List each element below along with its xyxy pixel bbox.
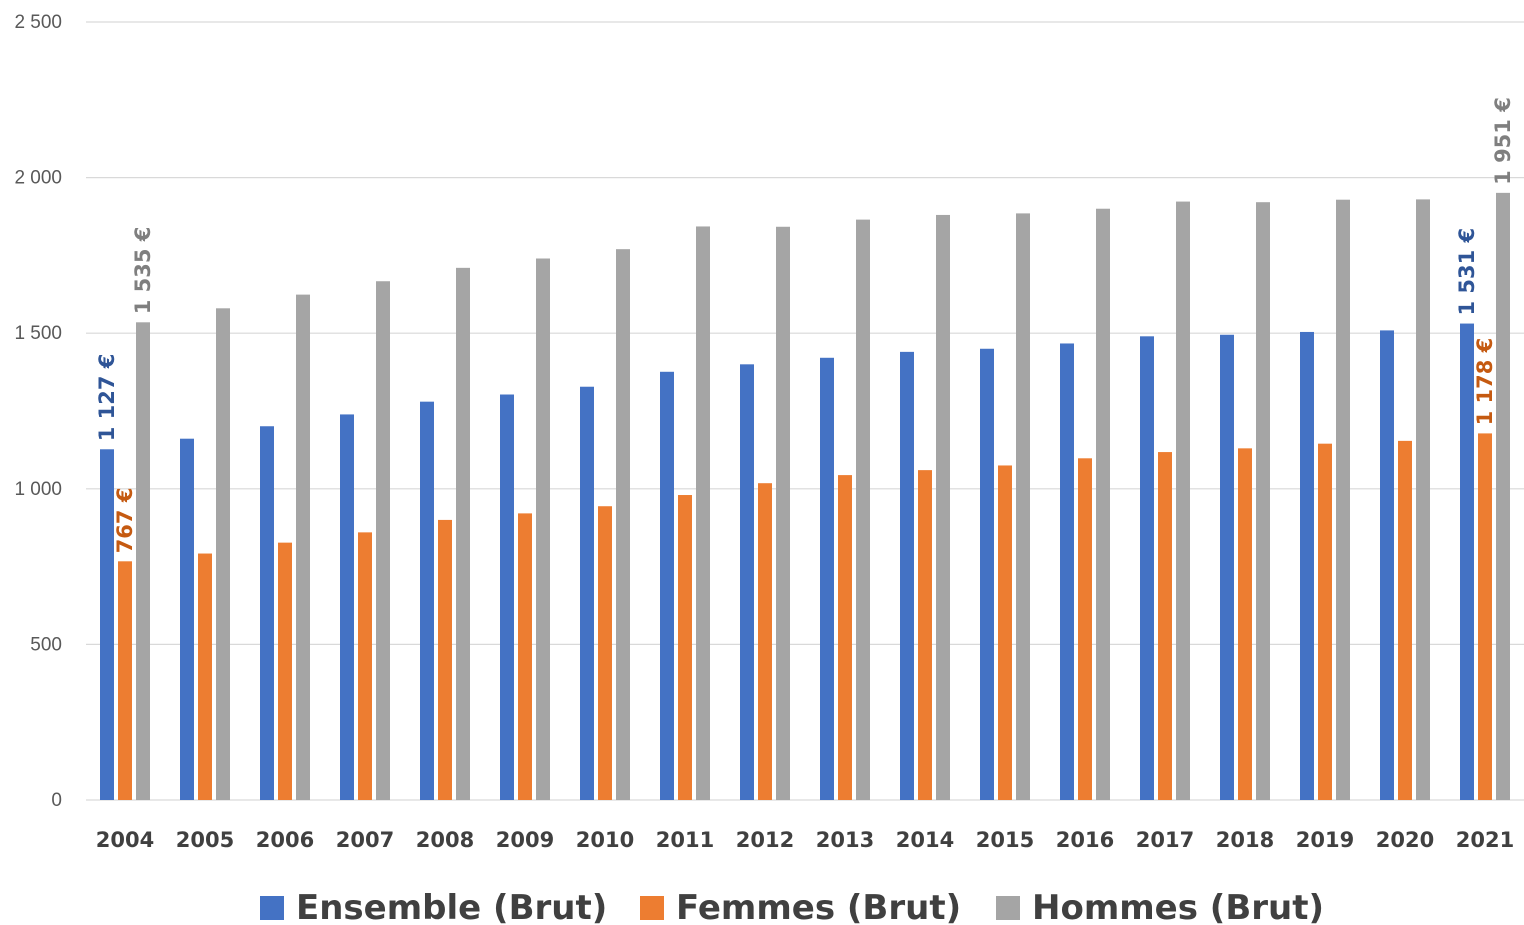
bar: [1078, 458, 1092, 800]
x-tick-label: 2016: [1056, 828, 1114, 852]
bar: [616, 249, 630, 800]
bar: [1158, 452, 1172, 800]
x-tick-label: 2007: [336, 828, 394, 852]
legend: Ensemble (Brut) Femmes (Brut) Hommes (Brut…: [260, 888, 1324, 925]
bar: [1398, 440, 1412, 800]
bar: [1460, 323, 1474, 800]
bar: [598, 506, 612, 800]
bar: [1496, 192, 1510, 800]
x-tick-label: 2018: [1216, 828, 1274, 852]
bar: [1416, 199, 1430, 800]
x-tick-label: 2019: [1296, 828, 1354, 852]
y-axis: 0 500 1 000 1 500 2 000 2 500: [14, 12, 62, 811]
data-label: 1 951 €: [1491, 97, 1515, 185]
data-label: 767 €: [113, 488, 137, 554]
bar: [1016, 213, 1030, 800]
y-tick-label: 2 000: [14, 168, 62, 189]
y-tick-label: 2 500: [14, 12, 62, 33]
bar: [1060, 343, 1074, 800]
x-tick-label: 2009: [496, 828, 554, 852]
bar: [278, 542, 292, 800]
bar: [536, 258, 550, 801]
legend-swatch: [996, 896, 1020, 920]
bar: [1336, 199, 1350, 801]
legend-label: Ensemble (Brut): [296, 888, 607, 925]
x-tick-label: 2015: [976, 828, 1034, 852]
bar: [376, 281, 390, 800]
bar: [1318, 443, 1332, 800]
x-tick-label: 2010: [576, 828, 634, 852]
data-label: 1 127 €: [95, 354, 119, 442]
bar: [820, 357, 834, 800]
x-tick-label: 2021: [1456, 828, 1514, 852]
x-tick-label: 2014: [896, 828, 954, 852]
bar: [296, 294, 310, 800]
legend-label: Femmes (Brut): [676, 888, 961, 925]
legend-label: Hommes (Brut): [1032, 888, 1324, 925]
bar: [136, 322, 150, 800]
bar: [358, 532, 372, 800]
bar: [856, 219, 870, 800]
bar: [340, 414, 354, 800]
bar: [678, 495, 692, 800]
x-tick-label: 2013: [816, 828, 874, 852]
bar: [776, 226, 790, 800]
data-label: 1 535 €: [131, 227, 155, 315]
bar: [1380, 330, 1394, 800]
bar: [1478, 433, 1492, 800]
bar: [918, 470, 932, 800]
bar: [1238, 448, 1252, 800]
y-tick-label: 500: [30, 634, 62, 655]
y-tick-label: 0: [51, 790, 62, 811]
bar: [980, 348, 994, 800]
x-tick-label: 2008: [416, 828, 474, 852]
legend-swatch: [260, 896, 284, 920]
bar: [118, 561, 132, 800]
bar: [456, 267, 470, 800]
bars: [100, 192, 1510, 801]
data-label: 1 178 €: [1473, 338, 1497, 426]
bar: [936, 214, 950, 801]
data-label: 1 531 €: [1455, 228, 1479, 316]
data-labels: 1 127 € 767 € 1 535 € 1 531 € 1 178 € 1 951 €: [95, 97, 1515, 553]
bar: [180, 438, 194, 800]
bar: [438, 519, 452, 800]
bar: [660, 371, 674, 800]
bar: [696, 226, 710, 801]
bar: [420, 401, 434, 800]
x-tick-label: 2006: [256, 828, 314, 852]
bar: [998, 465, 1012, 800]
bar: [1220, 334, 1234, 800]
x-tick-label: 2017: [1136, 828, 1194, 852]
legend-swatch: [640, 896, 664, 920]
x-tick-label: 2004: [96, 828, 154, 852]
y-tick-label: 1 000: [14, 479, 62, 500]
bar: [580, 386, 594, 800]
x-tick-label: 2005: [176, 828, 234, 852]
bar: [1256, 202, 1270, 800]
bar: [838, 475, 852, 800]
x-axis: 2004 2005 2006 2007 2008 2009 2010 2011 2012 2013…: [96, 828, 1514, 852]
x-tick-label: 2020: [1376, 828, 1434, 852]
bar: [216, 308, 230, 800]
bar: [1176, 201, 1190, 801]
bar: [1140, 336, 1154, 800]
bar: [1096, 208, 1110, 801]
gridlines: [86, 21, 1524, 801]
bar: [900, 351, 914, 800]
bar: [100, 449, 114, 800]
bar: [740, 364, 754, 800]
y-tick-label: 1 500: [14, 323, 62, 344]
bar: [1300, 331, 1314, 800]
bar: [518, 513, 532, 800]
x-tick-label: 2012: [736, 828, 794, 852]
x-tick-label: 2011: [656, 828, 714, 852]
bar: [758, 483, 772, 800]
bar: [198, 553, 212, 800]
bar: [260, 426, 274, 800]
bar: [500, 394, 514, 800]
